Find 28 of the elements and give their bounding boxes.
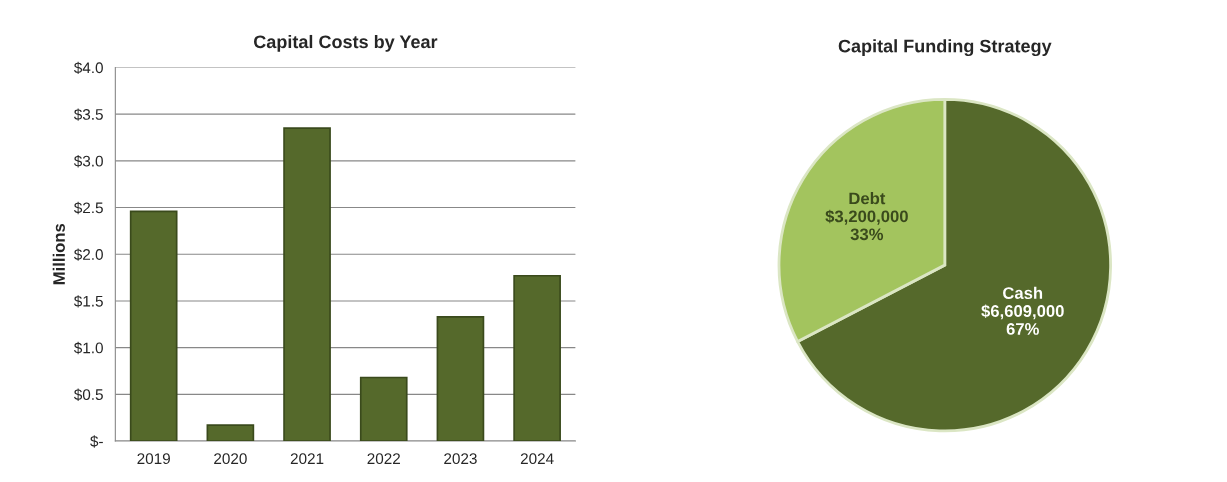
x-tick-label: 2024 [520, 453, 554, 465]
x-tick-label: 2019 [137, 453, 170, 465]
bar [283, 127, 331, 442]
x-tick-label: 2022 [367, 453, 400, 465]
x-tick-label: 2020 [214, 453, 247, 465]
y-tick-label: $0.5 [73, 388, 103, 401]
x-tick-label: 2023 [444, 453, 477, 465]
bar [436, 315, 485, 442]
slice-label: Cash [1003, 286, 1043, 299]
y-tick-label: $3.0 [73, 155, 103, 168]
chart-title: Capital Costs by Year [253, 34, 438, 52]
y-tick-label: $- [90, 435, 103, 448]
data-label: $3,200,000 33% [825, 209, 908, 241]
data-label: $6,609,000 67% [981, 304, 1064, 335]
y-tick-label: $2.0 [73, 248, 103, 261]
y-tick-label: $1.5 [73, 295, 103, 308]
y-tick-label: $4.0 [73, 61, 103, 75]
y-axis-title: Millions [52, 223, 65, 285]
y-tick-label: $1.0 [73, 341, 103, 355]
x-tick-label: 2021 [290, 453, 324, 465]
bar [513, 274, 561, 442]
y-tick-label: $3.5 [73, 108, 103, 121]
y-tick-label: $2.5 [73, 201, 103, 215]
slice-label: Debt [849, 192, 886, 205]
chart-title: Capital Funding Strategy [838, 39, 1052, 57]
bar [129, 210, 178, 442]
bar [206, 424, 255, 442]
bar [359, 376, 408, 442]
